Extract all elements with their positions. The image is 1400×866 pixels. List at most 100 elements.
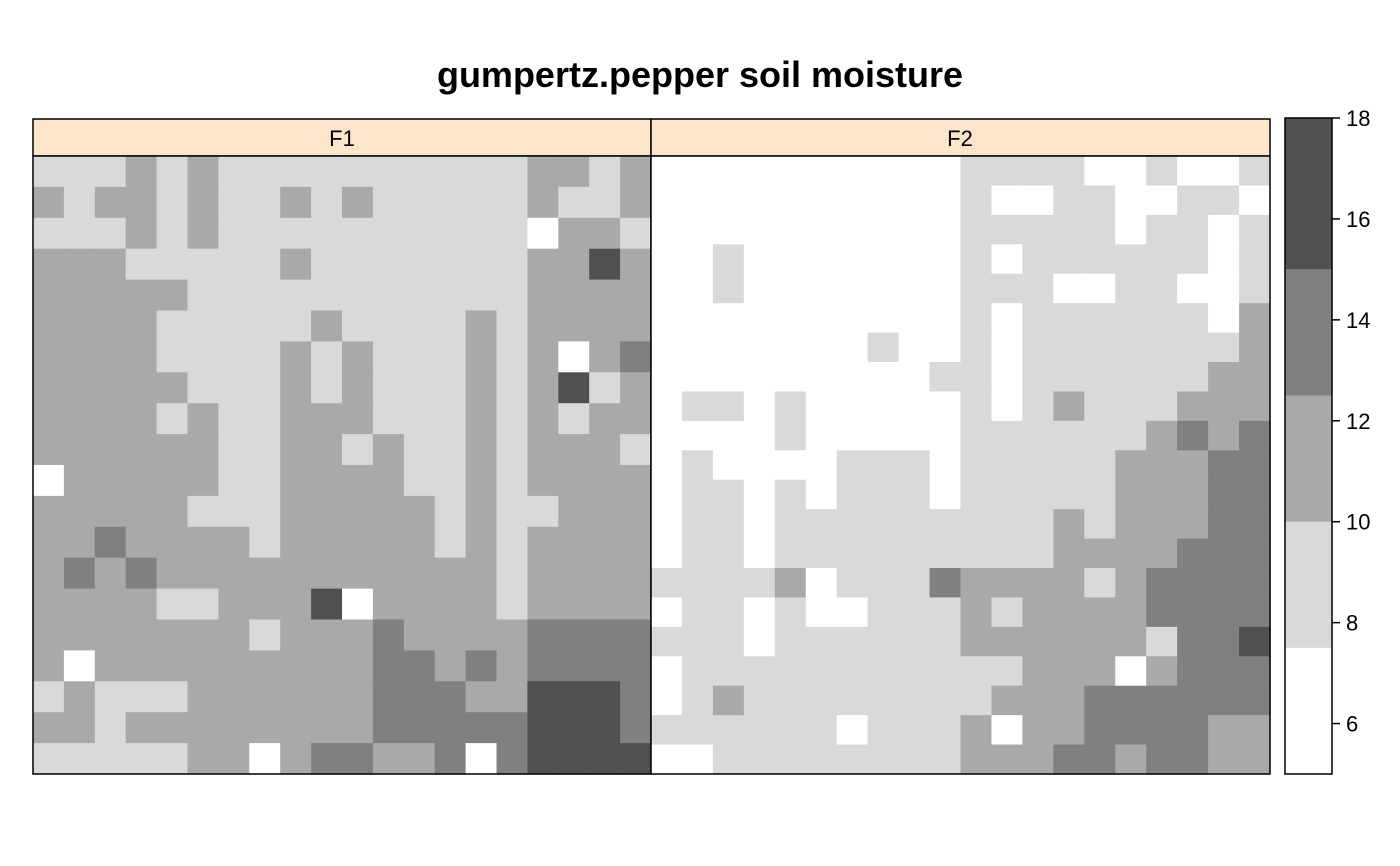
heatmap-cell — [1084, 479, 1116, 510]
heatmap-cell — [836, 568, 869, 599]
heatmap-cell — [311, 712, 343, 744]
heatmap-cell — [63, 650, 96, 682]
heatmap-cell — [527, 372, 559, 404]
heatmap-cell — [249, 434, 281, 466]
heatmap-cell — [867, 656, 900, 687]
heatmap-cell — [527, 434, 559, 466]
heatmap-cell — [218, 248, 250, 281]
heatmap-cell — [125, 403, 158, 435]
heatmap-cell — [774, 214, 807, 245]
heatmap-cell — [589, 526, 621, 559]
heatmap-cell — [249, 495, 281, 528]
heatmap-cell — [558, 310, 590, 342]
heatmap-cell — [558, 465, 590, 497]
heatmap-cell — [527, 526, 559, 559]
heatmap-cell — [1177, 450, 1209, 481]
heatmap-cell — [1239, 303, 1271, 334]
heatmap-cell — [465, 156, 498, 188]
heatmap-cell — [620, 310, 652, 342]
heatmap-cell — [311, 156, 343, 188]
heatmap-cell — [898, 420, 931, 451]
heatmap-cell — [465, 186, 498, 219]
heatmap-cell — [33, 557, 65, 590]
heatmap-cell — [929, 656, 962, 687]
heatmap-cell — [403, 712, 436, 744]
heatmap-cell — [1084, 303, 1116, 334]
heatmap-cell — [156, 217, 189, 250]
heatmap-cell — [960, 420, 993, 451]
heatmap-cell — [249, 743, 281, 775]
heatmap-cell — [867, 568, 900, 599]
colorbar-tick-label: 12 — [1346, 409, 1370, 434]
heatmap-cell — [1115, 214, 1147, 245]
heatmap-cell — [867, 362, 900, 393]
heatmap-cell — [527, 650, 559, 682]
heatmap-cell — [342, 588, 374, 621]
heatmap-cell — [1084, 509, 1116, 540]
heatmap-cell — [249, 588, 281, 621]
heatmap-cell — [558, 743, 590, 775]
heatmap-cell — [311, 743, 343, 775]
heatmap-cell — [218, 650, 250, 682]
heatmap-cell — [94, 279, 127, 312]
heatmap-cell — [558, 588, 590, 621]
heatmap-cell — [94, 310, 127, 342]
heatmap-cell — [620, 526, 652, 559]
heatmap-cell — [63, 619, 96, 651]
heatmap-cell — [681, 273, 714, 304]
heatmap-cell — [63, 495, 96, 528]
heatmap-cell — [836, 214, 869, 245]
heatmap-cell — [187, 217, 219, 250]
heatmap-cell — [434, 526, 467, 559]
heatmap-cell — [620, 588, 652, 621]
heatmap-cell — [960, 715, 993, 746]
heatmap-cell — [372, 186, 405, 219]
heatmap-cell — [311, 310, 343, 342]
heatmap-cell — [125, 588, 158, 621]
heatmap-cell — [434, 650, 467, 682]
heatmap-cell — [33, 310, 65, 342]
heatmap-cell — [187, 341, 219, 373]
heatmap-cell — [1239, 685, 1271, 716]
heatmap-cell — [249, 557, 281, 590]
heatmap-cell — [94, 619, 127, 651]
heatmap-cell — [156, 712, 189, 744]
heatmap-cell — [311, 372, 343, 404]
heatmap-cell — [63, 156, 96, 188]
heatmap-cell — [960, 273, 993, 304]
heatmap-cell — [434, 588, 467, 621]
heatmap-cell — [1146, 156, 1178, 187]
heatmap-cell — [1146, 303, 1178, 334]
heatmap-cell — [94, 465, 127, 497]
heatmap-cell — [403, 495, 436, 528]
heatmap-cell — [589, 341, 621, 373]
heatmap-cell — [681, 214, 714, 245]
heatmap-cell — [929, 715, 962, 746]
heatmap-cell — [63, 341, 96, 373]
heatmap-cell — [743, 744, 776, 775]
heatmap-cell — [280, 526, 312, 559]
heatmap-cell — [651, 479, 683, 510]
heatmap-cell — [33, 588, 65, 621]
heatmap-cell — [94, 712, 127, 744]
heatmap-cell — [743, 303, 776, 334]
heatmap-cell — [836, 420, 869, 451]
heatmap-cell — [681, 450, 714, 481]
heatmap-cell — [620, 403, 652, 435]
heatmap-cell — [743, 656, 776, 687]
heatmap-cell — [249, 619, 281, 651]
colorbar-ticks: 6 8 10 12 14 16 18 — [1332, 106, 1370, 737]
heatmap-cell — [1208, 656, 1240, 687]
heatmap-cell — [1146, 362, 1178, 393]
heatmap-cell — [1053, 538, 1085, 569]
heatmap-cell — [125, 557, 158, 590]
heatmap-cell — [712, 597, 745, 628]
heatmap-cell — [1084, 597, 1116, 628]
heatmap-cell — [558, 619, 590, 651]
heatmap-cell — [1053, 156, 1085, 187]
colorbar-tick-label: 10 — [1346, 510, 1370, 535]
heatmap-cell — [960, 509, 993, 540]
heatmap-cell — [342, 650, 374, 682]
heatmap-cell — [156, 186, 189, 219]
heatmap-cell — [1208, 156, 1240, 187]
